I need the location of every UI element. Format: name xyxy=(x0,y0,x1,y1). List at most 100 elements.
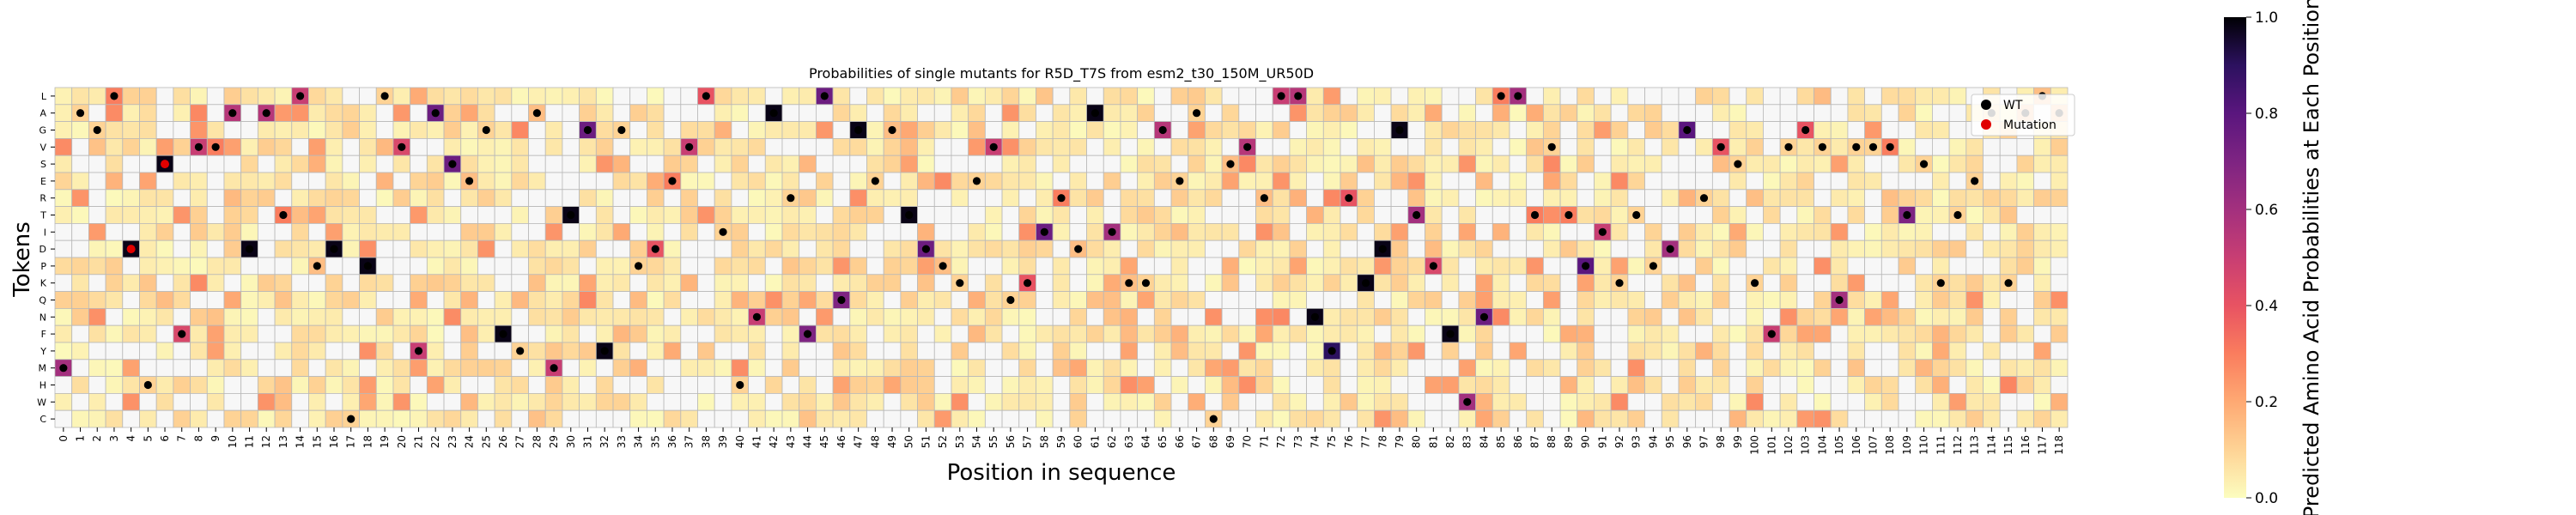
heatmap-cell xyxy=(1644,87,1662,106)
heatmap-cell xyxy=(342,359,360,377)
wt-marker xyxy=(651,245,659,253)
heatmap-cell xyxy=(1509,222,1528,241)
heatmap-cell xyxy=(612,324,631,343)
heatmap-cell xyxy=(528,137,546,156)
heatmap-cell xyxy=(88,376,106,394)
legend-wt-label: WT xyxy=(2003,99,2023,112)
heatmap-cell xyxy=(1711,409,1730,428)
heatmap-cell xyxy=(1898,359,1917,377)
heatmap-cell xyxy=(1678,324,1697,343)
heatmap-cell xyxy=(680,257,698,276)
wt-marker xyxy=(245,245,254,253)
heatmap-cell xyxy=(1069,359,1087,377)
heatmap-cell xyxy=(764,239,783,258)
heatmap-cell xyxy=(544,342,563,360)
heatmap-cell xyxy=(1509,409,1528,428)
heatmap-cell xyxy=(1915,239,1933,258)
heatmap-cell xyxy=(815,239,834,258)
heatmap-cell xyxy=(951,291,969,309)
heatmap-cell xyxy=(1847,222,1866,241)
heatmap-cell xyxy=(88,409,106,428)
heatmap-cell xyxy=(900,342,918,360)
heatmap-cell xyxy=(1509,274,1528,292)
heatmap-cell xyxy=(1796,257,1814,276)
heatmap-cell xyxy=(375,307,394,326)
heatmap-cell xyxy=(1678,291,1697,309)
heatmap-cell xyxy=(1746,104,1764,123)
heatmap-cell xyxy=(173,172,191,191)
heatmap-cell xyxy=(426,222,445,241)
heatmap-cell xyxy=(1644,291,1662,309)
heatmap-cell xyxy=(1374,257,1392,276)
heatmap-cell xyxy=(968,359,986,377)
heatmap-cell xyxy=(748,104,766,123)
heatmap-cell xyxy=(223,409,242,428)
heatmap-cell xyxy=(291,206,309,224)
x-tick-label: 26 xyxy=(497,435,509,448)
heatmap-cell xyxy=(392,121,411,139)
heatmap-cell xyxy=(1475,87,1493,106)
wt-marker xyxy=(211,142,220,151)
heatmap-cell xyxy=(1932,137,1950,156)
heatmap-cell xyxy=(1948,409,1967,428)
heatmap-cell xyxy=(460,307,478,326)
heatmap-cell xyxy=(1018,392,1036,411)
heatmap-cell xyxy=(1086,274,1104,292)
heatmap-cell xyxy=(1306,222,1324,241)
heatmap-cell xyxy=(1814,172,1832,191)
heatmap-cell xyxy=(1880,376,1899,394)
heatmap-cell xyxy=(748,376,766,394)
heatmap-cell xyxy=(1627,409,1645,428)
heatmap-cell xyxy=(1779,307,1798,326)
heatmap-cell xyxy=(1289,222,1308,241)
heatmap-cell xyxy=(544,222,563,241)
heatmap-cell xyxy=(2050,307,2069,326)
heatmap-cell xyxy=(1086,222,1104,241)
heatmap-cell xyxy=(680,239,698,258)
heatmap-cell xyxy=(764,206,783,224)
heatmap-cell xyxy=(1728,189,1747,208)
heatmap-cell xyxy=(1238,291,1256,309)
x-tick-label: 105 xyxy=(1833,435,1845,455)
heatmap-cell xyxy=(257,189,276,208)
heatmap-cell xyxy=(359,189,377,208)
heatmap-cell xyxy=(1340,104,1358,123)
heatmap-cell xyxy=(477,274,495,292)
heatmap-cell xyxy=(1052,359,1071,377)
heatmap-cell xyxy=(1526,154,1544,173)
heatmap-cell xyxy=(1627,189,1645,208)
heatmap-cell xyxy=(1678,137,1697,156)
wt-marker xyxy=(1141,279,1151,288)
heatmap-cell xyxy=(799,189,817,208)
heatmap-cell xyxy=(1188,324,1206,343)
heatmap-cell xyxy=(511,137,529,156)
heatmap-cell xyxy=(375,189,394,208)
heatmap-cell xyxy=(933,409,952,428)
heatmap-cell xyxy=(1763,137,1781,156)
heatmap-cell xyxy=(900,409,918,428)
heatmap-cell xyxy=(1322,409,1341,428)
heatmap-cell xyxy=(1559,104,1578,123)
heatmap-cell xyxy=(1492,104,1510,123)
heatmap-cell xyxy=(731,121,750,139)
heatmap-cell xyxy=(190,409,208,428)
heatmap-cell xyxy=(1018,189,1036,208)
heatmap-cell xyxy=(612,409,631,428)
x-tick-label: 85 xyxy=(1495,435,1507,448)
heatmap-cell xyxy=(274,137,293,156)
heatmap-cell xyxy=(274,121,293,139)
heatmap-cell xyxy=(274,154,293,173)
wt-marker xyxy=(1463,397,1472,406)
heatmap-cell xyxy=(1289,342,1308,360)
heatmap-cell xyxy=(629,392,647,411)
heatmap-cell xyxy=(612,172,631,191)
heatmap-cell xyxy=(544,206,563,224)
heatmap-cell xyxy=(1796,324,1814,343)
heatmap-cell xyxy=(1086,409,1104,428)
heatmap-cell xyxy=(748,257,766,276)
heatmap-cell xyxy=(308,376,326,394)
heatmap-cell xyxy=(1221,137,1240,156)
y-tick-label: N xyxy=(39,312,46,323)
x-tick-label: 84 xyxy=(1478,435,1490,448)
x-tick-label: 32 xyxy=(598,435,611,448)
